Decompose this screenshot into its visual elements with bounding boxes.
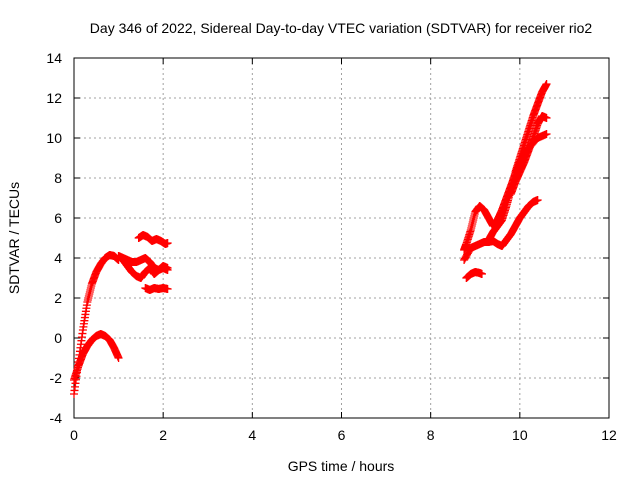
y-tick-label: 2 [54, 290, 62, 306]
x-tick-label: 6 [338, 427, 346, 443]
axis-ticks: 0 2 4 6 8 10 12 -4 -2 0 2 4 6 8 10 12 14 [46, 50, 617, 443]
x-tick-label: 0 [70, 427, 78, 443]
data-points [70, 80, 551, 398]
data-point [163, 285, 172, 293]
data-point [163, 264, 172, 272]
data-point [114, 354, 123, 362]
chart-title: Day 346 of 2022, Sidereal Day-to-day VTE… [90, 20, 593, 36]
data-point [542, 114, 551, 122]
y-tick-label: -4 [50, 410, 63, 426]
y-axis-label: SDTVAR / TECUs [6, 182, 22, 294]
y-tick-label: 8 [54, 170, 62, 186]
x-tick-label: 4 [248, 427, 256, 443]
x-tick-label: 12 [601, 427, 617, 443]
data-point [542, 130, 551, 138]
x-axis-label: GPS time / hours [288, 458, 395, 474]
x-tick-label: 8 [427, 427, 435, 443]
y-tick-label: 10 [46, 130, 62, 146]
y-tick-label: 0 [54, 330, 62, 346]
y-tick-label: -2 [50, 370, 63, 386]
x-tick-label: 2 [159, 427, 167, 443]
y-tick-label: 14 [46, 50, 62, 66]
y-tick-label: 12 [46, 90, 62, 106]
data-point [533, 196, 542, 204]
data-point [542, 80, 551, 88]
y-tick-label: 6 [54, 210, 62, 226]
data-point [477, 270, 486, 278]
x-tick-label: 10 [512, 427, 528, 443]
data-point [163, 239, 172, 247]
y-tick-label: 4 [54, 250, 62, 266]
